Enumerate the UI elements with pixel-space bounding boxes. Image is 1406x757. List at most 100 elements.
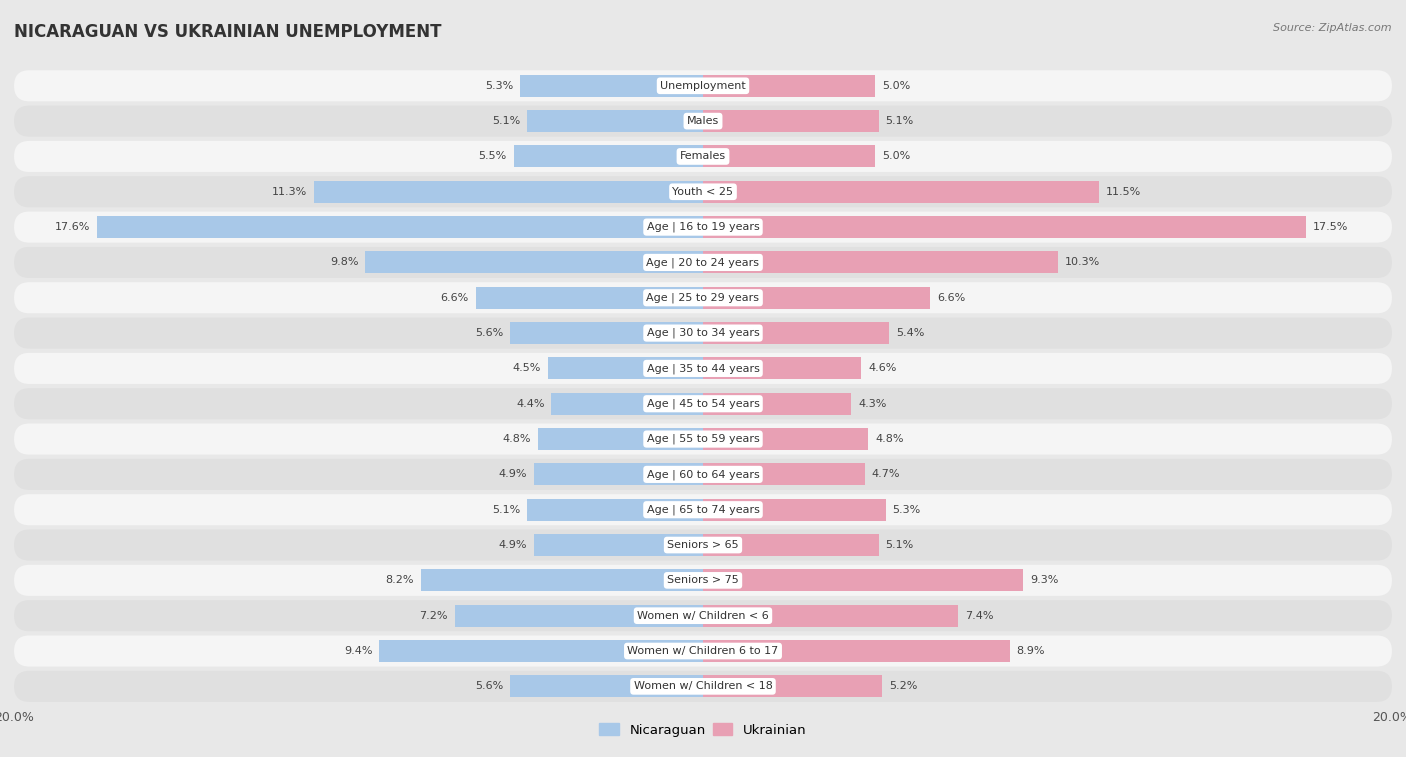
Bar bbox=[510, 675, 703, 697]
Text: 9.3%: 9.3% bbox=[1031, 575, 1059, 585]
Text: 4.8%: 4.8% bbox=[875, 434, 904, 444]
Bar bbox=[703, 569, 1024, 591]
Text: Women w/ Children < 18: Women w/ Children < 18 bbox=[634, 681, 772, 691]
Text: 7.4%: 7.4% bbox=[965, 611, 993, 621]
Text: 5.5%: 5.5% bbox=[478, 151, 506, 161]
Text: 4.3%: 4.3% bbox=[858, 399, 886, 409]
Bar bbox=[380, 640, 703, 662]
Text: 5.2%: 5.2% bbox=[889, 681, 917, 691]
Bar bbox=[475, 287, 703, 309]
FancyBboxPatch shape bbox=[14, 211, 1392, 243]
Text: 5.4%: 5.4% bbox=[896, 328, 924, 338]
Text: 4.7%: 4.7% bbox=[872, 469, 900, 479]
FancyBboxPatch shape bbox=[14, 529, 1392, 561]
Text: Females: Females bbox=[681, 151, 725, 161]
Bar bbox=[703, 111, 879, 132]
Bar bbox=[513, 145, 703, 167]
Text: Source: ZipAtlas.com: Source: ZipAtlas.com bbox=[1274, 23, 1392, 33]
Bar bbox=[703, 217, 1306, 238]
FancyBboxPatch shape bbox=[14, 247, 1392, 278]
FancyBboxPatch shape bbox=[14, 141, 1392, 172]
Bar bbox=[703, 322, 889, 344]
FancyBboxPatch shape bbox=[14, 317, 1392, 349]
Text: 4.9%: 4.9% bbox=[499, 469, 527, 479]
Bar bbox=[703, 357, 862, 379]
Text: Age | 45 to 54 years: Age | 45 to 54 years bbox=[647, 398, 759, 409]
Bar bbox=[97, 217, 703, 238]
Text: Males: Males bbox=[688, 116, 718, 126]
Legend: Nicaraguan, Ukrainian: Nicaraguan, Ukrainian bbox=[595, 718, 811, 742]
Bar bbox=[703, 251, 1057, 273]
FancyBboxPatch shape bbox=[14, 353, 1392, 384]
Text: 5.1%: 5.1% bbox=[492, 116, 520, 126]
Text: 5.6%: 5.6% bbox=[475, 328, 503, 338]
Bar bbox=[703, 605, 957, 627]
Bar bbox=[527, 499, 703, 521]
Text: 10.3%: 10.3% bbox=[1064, 257, 1099, 267]
Bar bbox=[366, 251, 703, 273]
Text: 4.4%: 4.4% bbox=[516, 399, 544, 409]
Text: 5.0%: 5.0% bbox=[882, 151, 910, 161]
Bar bbox=[527, 111, 703, 132]
Text: Age | 25 to 29 years: Age | 25 to 29 years bbox=[647, 292, 759, 303]
FancyBboxPatch shape bbox=[14, 459, 1392, 490]
Text: Age | 20 to 24 years: Age | 20 to 24 years bbox=[647, 257, 759, 268]
Text: 7.2%: 7.2% bbox=[419, 611, 449, 621]
Text: 6.6%: 6.6% bbox=[938, 293, 966, 303]
FancyBboxPatch shape bbox=[14, 671, 1392, 702]
Text: 17.6%: 17.6% bbox=[55, 222, 90, 232]
FancyBboxPatch shape bbox=[14, 635, 1392, 667]
Text: Age | 35 to 44 years: Age | 35 to 44 years bbox=[647, 363, 759, 374]
Text: 4.8%: 4.8% bbox=[502, 434, 531, 444]
Text: 5.1%: 5.1% bbox=[492, 505, 520, 515]
Text: 5.6%: 5.6% bbox=[475, 681, 503, 691]
FancyBboxPatch shape bbox=[14, 600, 1392, 631]
Bar bbox=[420, 569, 703, 591]
Bar bbox=[551, 393, 703, 415]
Text: 5.1%: 5.1% bbox=[886, 116, 914, 126]
Bar bbox=[456, 605, 703, 627]
Bar bbox=[314, 181, 703, 203]
Bar bbox=[703, 640, 1010, 662]
Bar bbox=[548, 357, 703, 379]
Text: 11.3%: 11.3% bbox=[271, 187, 307, 197]
Text: 9.4%: 9.4% bbox=[344, 646, 373, 656]
FancyBboxPatch shape bbox=[14, 565, 1392, 596]
Text: 5.3%: 5.3% bbox=[893, 505, 921, 515]
FancyBboxPatch shape bbox=[14, 388, 1392, 419]
Bar bbox=[703, 428, 869, 450]
Text: 4.5%: 4.5% bbox=[513, 363, 541, 373]
Text: Age | 30 to 34 years: Age | 30 to 34 years bbox=[647, 328, 759, 338]
Text: 8.2%: 8.2% bbox=[385, 575, 413, 585]
Text: 11.5%: 11.5% bbox=[1107, 187, 1142, 197]
Bar bbox=[510, 322, 703, 344]
FancyBboxPatch shape bbox=[14, 176, 1392, 207]
Bar bbox=[534, 463, 703, 485]
FancyBboxPatch shape bbox=[14, 105, 1392, 137]
FancyBboxPatch shape bbox=[14, 423, 1392, 455]
Bar bbox=[534, 534, 703, 556]
Text: NICARAGUAN VS UKRAINIAN UNEMPLOYMENT: NICARAGUAN VS UKRAINIAN UNEMPLOYMENT bbox=[14, 23, 441, 41]
Bar bbox=[703, 499, 886, 521]
Text: 5.1%: 5.1% bbox=[886, 540, 914, 550]
Text: Unemployment: Unemployment bbox=[661, 81, 745, 91]
Text: Age | 55 to 59 years: Age | 55 to 59 years bbox=[647, 434, 759, 444]
Text: 6.6%: 6.6% bbox=[440, 293, 468, 303]
Text: Seniors > 75: Seniors > 75 bbox=[666, 575, 740, 585]
Bar bbox=[703, 145, 875, 167]
Text: Youth < 25: Youth < 25 bbox=[672, 187, 734, 197]
Bar bbox=[537, 428, 703, 450]
Text: Women w/ Children < 6: Women w/ Children < 6 bbox=[637, 611, 769, 621]
Bar bbox=[703, 75, 875, 97]
Bar bbox=[703, 463, 865, 485]
FancyBboxPatch shape bbox=[14, 282, 1392, 313]
Bar bbox=[703, 393, 851, 415]
Text: Seniors > 65: Seniors > 65 bbox=[668, 540, 738, 550]
FancyBboxPatch shape bbox=[14, 70, 1392, 101]
Text: Age | 16 to 19 years: Age | 16 to 19 years bbox=[647, 222, 759, 232]
Text: 8.9%: 8.9% bbox=[1017, 646, 1045, 656]
Bar bbox=[703, 534, 879, 556]
FancyBboxPatch shape bbox=[14, 494, 1392, 525]
Bar bbox=[703, 675, 882, 697]
Text: 5.0%: 5.0% bbox=[882, 81, 910, 91]
